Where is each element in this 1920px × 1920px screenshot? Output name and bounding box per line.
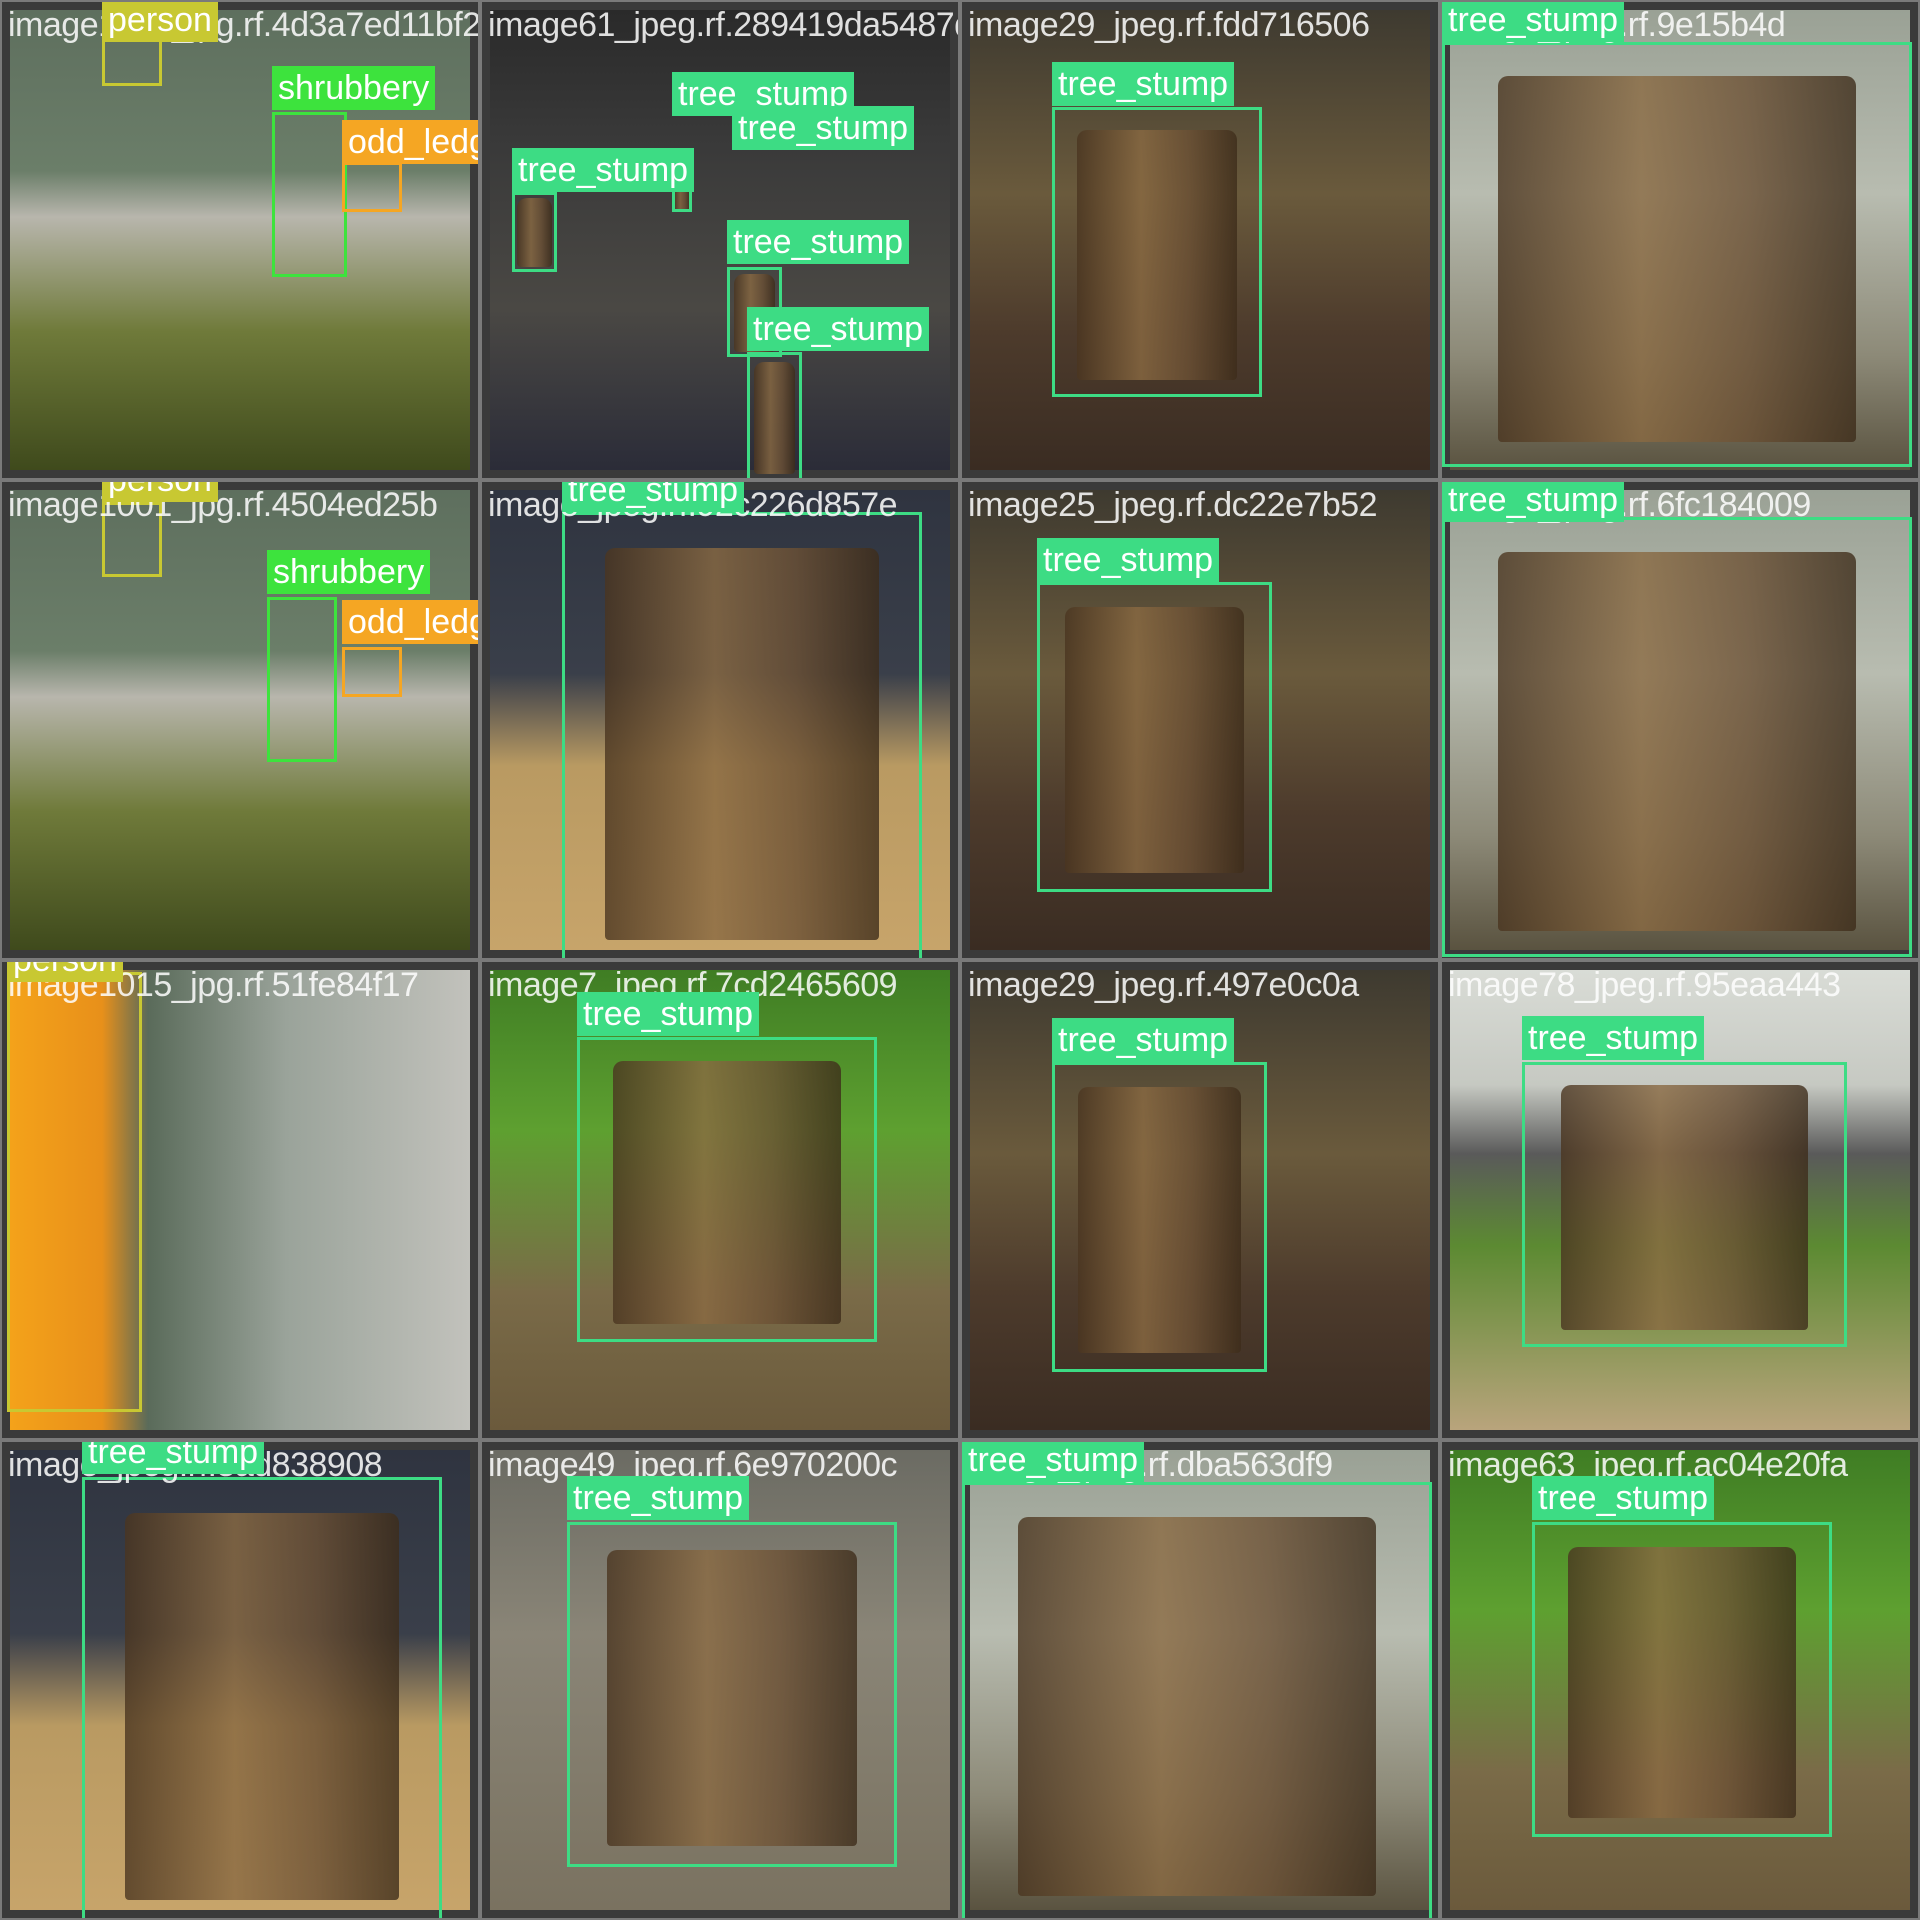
detection-label: shrubbery bbox=[267, 550, 431, 594]
detection-box-person bbox=[7, 972, 142, 1412]
detection-label: tree_stump bbox=[732, 106, 915, 150]
detection-label: shrubbery bbox=[272, 66, 436, 110]
image-filename: image61_jpeg.rf.289419da5487df6e78ebe229 bbox=[488, 6, 958, 44]
detection-label: tree_stump bbox=[1522, 1016, 1705, 1060]
detection-label: odd_ledge bbox=[342, 600, 478, 644]
detection-label: tree_stump bbox=[567, 1476, 750, 1520]
detection-label: tree_stump bbox=[1052, 1018, 1235, 1062]
mosaic-tile: image1001_jpg.rf.4504ed25bperson shrubber… bbox=[2, 482, 478, 958]
detection-label: tree_stump bbox=[727, 220, 910, 264]
image-filename: image1001_jpg.rf.4d3a7ed11bf2d4761fbe8f0 bbox=[8, 6, 478, 44]
stump-shape bbox=[1498, 76, 1856, 442]
detection-box-tree-stump bbox=[962, 1482, 1432, 1918]
detection-box-tree-stump bbox=[82, 1477, 442, 1918]
mosaic-tile: image25_jpeg.rf.dc22e7b52 tree_stump bbox=[962, 482, 1438, 958]
detection-label: tree_stump bbox=[512, 148, 695, 192]
detection-label: tree_stump bbox=[1037, 538, 1220, 582]
detection-label: tree_stump bbox=[1052, 62, 1235, 106]
detection-label: tree_stump bbox=[1532, 1476, 1715, 1520]
detection-label: person bbox=[7, 962, 123, 982]
stump-shape bbox=[1498, 552, 1856, 931]
stump-shape bbox=[1561, 1084, 1808, 1330]
detection-box-tree-stump bbox=[1522, 1062, 1847, 1347]
image-filename: image78_jpeg.rf.95eaa443 bbox=[1448, 966, 1841, 1004]
detection-box-tree-stump bbox=[1442, 42, 1912, 467]
detection-label: tree_stump bbox=[577, 992, 760, 1036]
detection-box-tree-stump bbox=[747, 352, 802, 478]
mosaic-tile: image1001_jpg.rf.4d3a7ed11bf2d4761fbe8f0… bbox=[2, 2, 478, 478]
detection-label: tree_stump bbox=[82, 1442, 265, 1474]
detection-box-tree-stump bbox=[567, 1522, 897, 1867]
mosaic-tile: image63_jpeg.rf.ac04e20fa tree_stump bbox=[1442, 1442, 1918, 1918]
stump-shape bbox=[605, 548, 879, 940]
mosaic-tile: image49_jpeg.rf.6e970200c tree_stump bbox=[482, 1442, 958, 1918]
detection-box-person bbox=[102, 502, 162, 577]
image-filename: image29_jpeg.rf.fdd716506 bbox=[968, 6, 1370, 44]
stump-shape bbox=[125, 1513, 399, 1900]
detection-box-tree-stump bbox=[577, 1037, 877, 1342]
detection-box-tree-stump bbox=[1052, 1062, 1267, 1372]
mosaic-tile: image7_jpeg.rf.7cd2465609 tree_stump bbox=[482, 962, 958, 1438]
mosaic-tile: image_jpeg.rf.8ad838908tree_stump bbox=[2, 1442, 478, 1918]
detection-box-tree-stump bbox=[1442, 517, 1912, 957]
detection-box-odd-ledge bbox=[342, 647, 402, 697]
detection-label: tree_stump bbox=[747, 307, 930, 351]
detection-box-tree-stump bbox=[1052, 107, 1262, 397]
detection-label: person bbox=[102, 2, 218, 42]
image-filename: image29_jpeg.rf.497e0c0a bbox=[968, 966, 1359, 1004]
detection-box-tree-stump bbox=[1037, 582, 1272, 892]
stump-shape bbox=[517, 198, 552, 268]
detection-box-tree-stump bbox=[562, 512, 922, 958]
detection-box-odd-ledge bbox=[342, 162, 402, 212]
detection-label: odd_ledge bbox=[342, 120, 478, 164]
detection-label: person bbox=[102, 482, 218, 502]
mosaic-tile: image_jpeg.rf.6fc184009 tree_stump bbox=[1442, 482, 1918, 958]
detection-label: tree_stump bbox=[562, 482, 745, 512]
stump-shape bbox=[753, 362, 796, 475]
detection-box-shrubbery bbox=[272, 112, 347, 277]
stump-shape bbox=[1077, 1086, 1242, 1354]
mosaic-tile: image78_jpeg.rf.95eaa443 tree_stump bbox=[1442, 962, 1918, 1438]
detection-label: tree_stump bbox=[1442, 482, 1625, 522]
detection-label: tree_stump bbox=[962, 1442, 1145, 1482]
detection-label: tree_stump bbox=[1442, 2, 1625, 42]
stump-shape bbox=[1077, 130, 1237, 380]
stump-shape bbox=[1065, 606, 1244, 874]
mosaic-tile: image_jpeg.rf.92c226d857etree_stump bbox=[482, 482, 958, 958]
mosaic-tile: image29_jpeg.rf.497e0c0a tree_stump bbox=[962, 962, 1438, 1438]
stump-shape bbox=[613, 1061, 841, 1324]
detection-box-shrubbery bbox=[267, 597, 337, 762]
mosaic-tile: image_jpeg.rf.9e15b4dtree_stump bbox=[1442, 2, 1918, 478]
mosaic-tile: image61_jpeg.rf.289419da5487df6e78ebe229… bbox=[482, 2, 958, 478]
detection-box-tree-stump bbox=[1532, 1522, 1832, 1837]
tile-photo bbox=[10, 970, 470, 1430]
stump-shape bbox=[1568, 1547, 1796, 1819]
mosaic-tile: image29_jpeg.rf.fdd716506 tree_stump bbox=[962, 2, 1438, 478]
mosaic-tile: image_jpeg.rf.dba563df9 tree_stump bbox=[962, 1442, 1438, 1918]
image-filename: image25_jpeg.rf.dc22e7b52 bbox=[968, 486, 1378, 524]
mosaic-tile: image1015_jpg.rf.51fe84f17person bbox=[2, 962, 478, 1438]
image-filename: image1001_jpg.rf.4504ed25b bbox=[8, 486, 438, 524]
stump-shape bbox=[1018, 1517, 1376, 1896]
stump-shape bbox=[606, 1549, 858, 1847]
detection-box-tree-stump bbox=[512, 192, 557, 272]
